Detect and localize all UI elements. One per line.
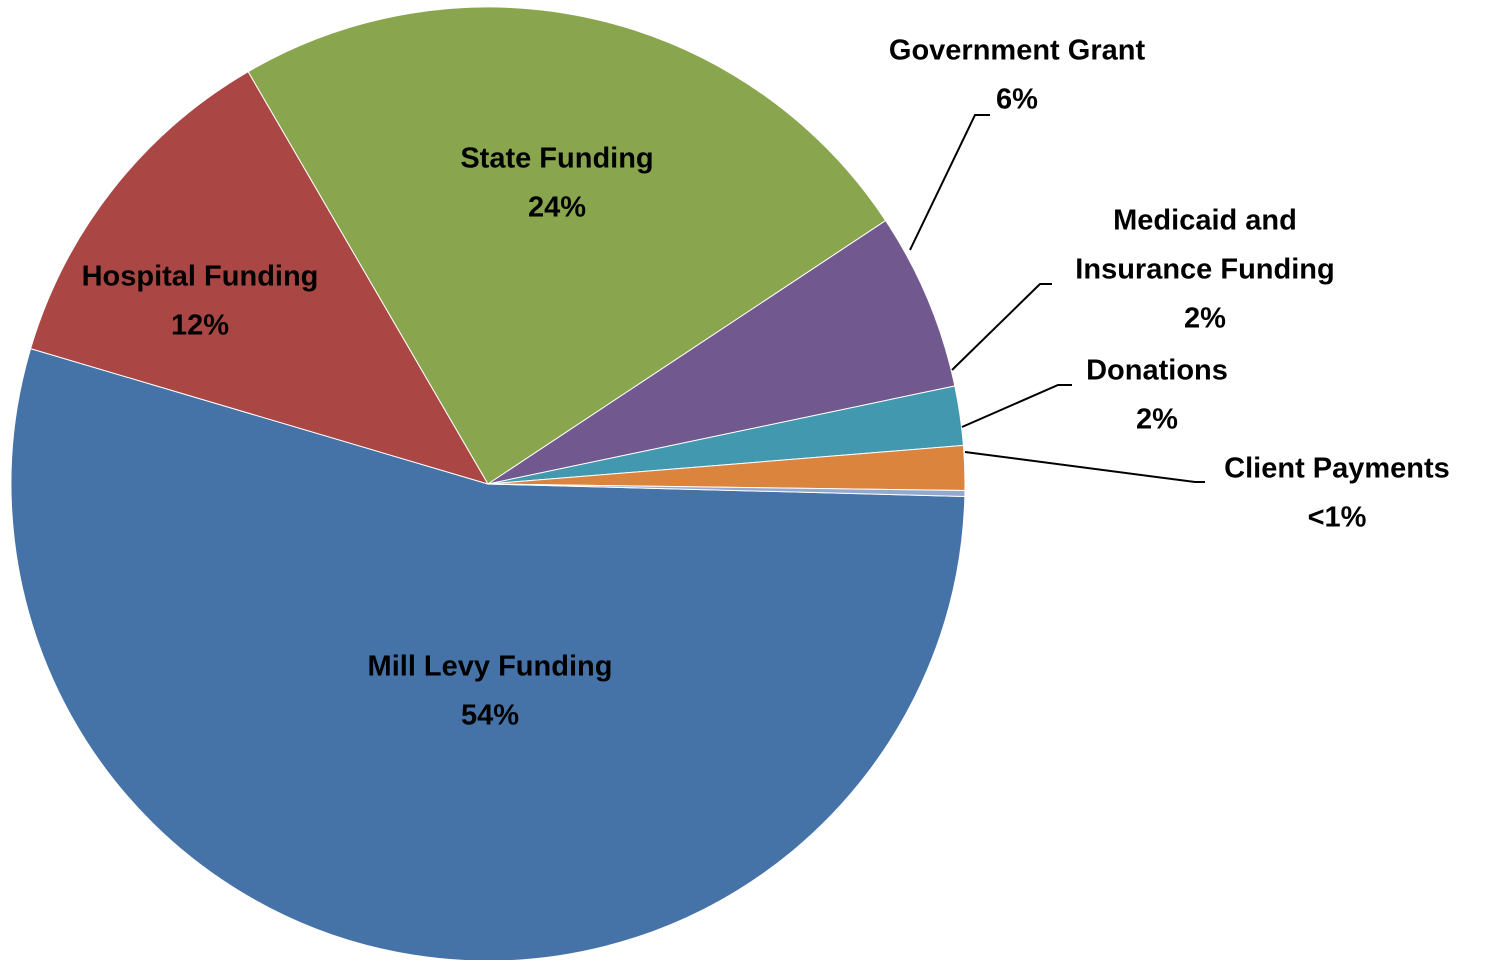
leader-line-donations	[961, 384, 1072, 428]
pie-slice-client-payments	[487, 483, 966, 498]
data-label-hospital-funding: Hospital Funding 12%	[82, 261, 319, 342]
pie-slice-government-grant	[487, 219, 956, 485]
labels-layer: Mill Levy Funding 54% Hospital Funding 12% S…	[82, 35, 1450, 732]
data-label-state-funding: State Funding 24%	[460, 143, 653, 224]
pie-slice-mill-levy-funding	[10, 348, 966, 960]
leader-line-client-payments	[964, 451, 1205, 483]
pie-slice-hospital-funding	[29, 70, 490, 485]
pie-slice-state-funding	[247, 6, 887, 485]
slices-layer	[10, 6, 966, 960]
data-label-government-grant: Government Grant 6%	[889, 35, 1146, 116]
data-label-client-payments: Client Payments <1%	[1224, 453, 1450, 534]
data-label-mill-levy-funding: Mill Levy Funding 54%	[368, 651, 613, 732]
data-label-donations: Donations 2%	[1086, 355, 1228, 436]
data-label-medicaid-and-insurance-funding: Medicaid and Insurance Funding 2%	[1075, 205, 1334, 335]
leader-lines-layer	[909, 114, 1205, 483]
leader-line-medicaid-and-insurance-funding	[951, 283, 1052, 371]
leader-line-government-grant	[909, 114, 990, 251]
